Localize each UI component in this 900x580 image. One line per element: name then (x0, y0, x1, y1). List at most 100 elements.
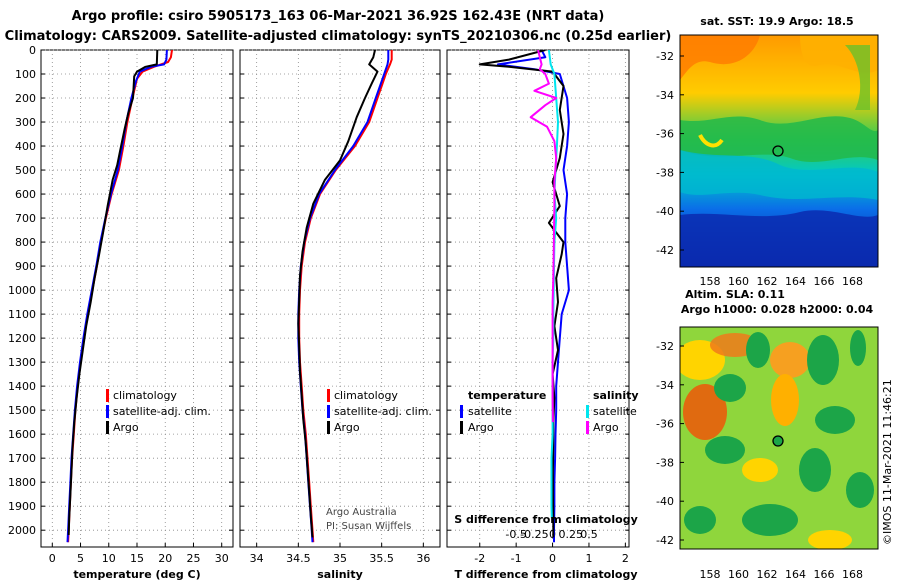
lat-tick-label: -32 (656, 50, 674, 63)
series-line-satellite-adj-clim- (297, 50, 390, 543)
sla-argo-location-marker (772, 435, 784, 447)
credit-org: Argo Australia (326, 507, 397, 518)
x-tick-label: -2 (474, 552, 485, 565)
legend-swatch-t-argo (460, 421, 463, 434)
legend-swatch-argo (327, 421, 330, 434)
salinity-xlabel: salinity (317, 568, 363, 580)
s-tick-label: -0.25 (520, 528, 548, 541)
lon-tick-label: 158 (700, 275, 721, 288)
pressure-tick-label: 800 (15, 236, 36, 249)
series-line-climatology (67, 50, 173, 543)
sst-argo-location-marker (772, 145, 784, 157)
difference-axes-frame (446, 49, 630, 548)
s-tick-label: 0.5 (580, 528, 598, 541)
x-tick-label: 2 (622, 552, 629, 565)
sst-map: sat. SST: 19.9 Argo: 18.5 -32 -34 -36 -38 -4… (656, 15, 879, 288)
x-tick-label: 36 (416, 552, 430, 565)
pressure-tick-label: 700 (15, 212, 36, 225)
salinity-series (297, 50, 393, 543)
series-line-satellite-adj-clim- (66, 50, 168, 543)
lon-tick-label: 160 (728, 568, 749, 580)
x-tick-label: 0 (549, 552, 556, 565)
lat-tick-label: -40 (656, 495, 674, 508)
pressure-tick-label: 1800 (8, 476, 36, 489)
series-line-argo (297, 50, 379, 538)
salinity-grid (240, 49, 440, 547)
lat-tick-label: -34 (656, 379, 674, 392)
pressure-tick-label: 900 (15, 260, 36, 273)
x-tick-label: 1 (585, 552, 592, 565)
pressure-tick-label: 1700 (8, 452, 36, 465)
x-tick-label: 25 (186, 552, 200, 565)
x-tick-label: 0 (49, 552, 56, 565)
s-tick-label: 0.25 (559, 528, 584, 541)
x-tick-label: -1 (511, 552, 522, 565)
legend-t-argo: Argo (468, 421, 494, 434)
legend-swatch-s-satellite (586, 405, 589, 418)
pressure-tick-label: 1900 (8, 500, 36, 513)
lon-tick-label: 166 (814, 568, 835, 580)
pressure-tick-labels: 0 100 200 300 400 500 600 700 800 900 1000 1100 1200… (8, 44, 36, 537)
legend-t-satellite: satellite (468, 405, 512, 418)
salinity-panel: 34 34.5 35 35.5 36 salinity climatology sate… (239, 49, 441, 580)
sla-title-line2: Argo h1000: 0.028 h2000: 0.04 (681, 303, 874, 316)
sst-lon-ticks: 158 160 162 164 166 168 (700, 275, 864, 288)
difference-series (478, 50, 570, 543)
x-tick-label: 34 (250, 552, 264, 565)
lat-tick-label: -38 (656, 456, 674, 469)
pressure-tick-label: 500 (15, 164, 36, 177)
sla-lat-ticks: -32 -34 -36 -38 -40 -42 (656, 340, 684, 547)
lat-tick-label: -40 (656, 205, 674, 218)
sla-map: Altim. SLA: 0.11 Argo h1000: 0.028 h2000… (656, 288, 879, 580)
lat-tick-label: -34 (656, 89, 674, 102)
legend-climatology: climatology (113, 389, 177, 402)
pressure-tick-label: 0 (29, 44, 36, 57)
sla-lon-ticks: 158 160 162 164 166 168 (700, 568, 864, 580)
legend-swatch-argo (106, 421, 109, 434)
temperature-series (66, 50, 173, 543)
lon-tick-label: 160 (728, 275, 749, 288)
lon-tick-label: 168 (842, 275, 863, 288)
lat-tick-label: -38 (656, 166, 674, 179)
pressure-tick-label: 400 (15, 140, 36, 153)
x-tick-label: 35.5 (369, 552, 394, 565)
temperature-grid (41, 49, 233, 547)
sst-map-image (680, 35, 878, 267)
pressure-tick-label: 1200 (8, 332, 36, 345)
x-tick-label: 34.5 (286, 552, 311, 565)
lat-tick-label: -36 (656, 418, 674, 431)
lon-tick-label: 158 (700, 568, 721, 580)
pressure-tick-label: 1000 (8, 284, 36, 297)
sst-map-frame (679, 34, 879, 268)
legend-swatch-s-argo (586, 421, 589, 434)
pressure-tick-label: 200 (15, 92, 36, 105)
series-line-temperature-satellite (497, 50, 570, 543)
sst-lat-ticks: -32 -34 -36 -38 -40 -42 (656, 50, 684, 257)
legend-swatch-satellite (106, 405, 109, 418)
header-line1: Argo profile: csiro 5905173_163 06-Mar-2… (72, 9, 605, 24)
series-line-argo (67, 50, 159, 536)
difference-panel: -2 -1 0 1 2 -0.5-0.25 0 0.250.5 T difference f… (446, 49, 639, 580)
lon-tick-label: 162 (757, 568, 778, 580)
credit-pi: PI: Susan Wijffels (326, 521, 411, 532)
sst-map-title: sat. SST: 19.9 Argo: 18.5 (700, 15, 853, 28)
lat-tick-label: -36 (656, 128, 674, 141)
x-tick-label: 15 (130, 552, 144, 565)
legend-argo: Argo (334, 421, 360, 434)
s-difference-xlabel: S difference from climatology (454, 513, 638, 526)
s-difference-tick-labels: -0.5-0.25 0 0.250.5 (505, 528, 597, 541)
legend-swatch-t-satellite (460, 405, 463, 418)
t-difference-xlabel: T difference from climatology (454, 568, 637, 580)
lon-tick-label: 166 (814, 275, 835, 288)
pressure-tick-label: 1300 (8, 356, 36, 369)
s-tick-label: -0.5 (505, 528, 526, 541)
salinity-legend: climatology satellite-adj. clim. Argo (327, 389, 432, 434)
pressure-tick-label: 1100 (8, 308, 36, 321)
pressure-tick-label: 600 (15, 188, 36, 201)
lon-tick-label: 168 (842, 568, 863, 580)
pressure-tick-label: 300 (15, 116, 36, 129)
pressure-tick-label: 2000 (8, 524, 36, 537)
legend-swatch-climatology (106, 389, 109, 402)
pressure-tick-label: 100 (15, 68, 36, 81)
